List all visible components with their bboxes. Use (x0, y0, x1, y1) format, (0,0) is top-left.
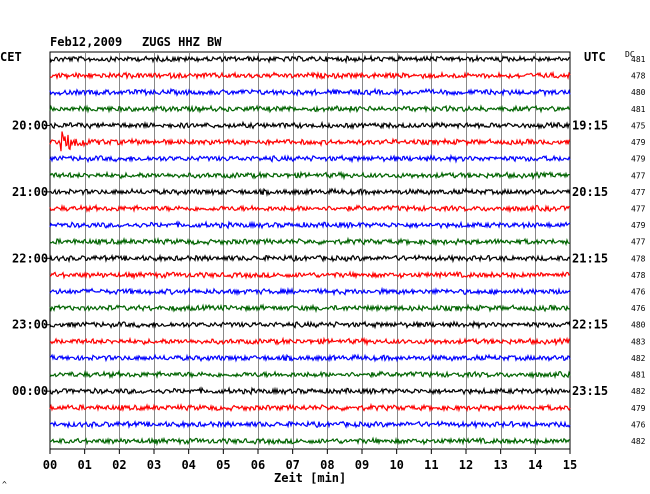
right-hour-label: 20:15 (572, 185, 608, 199)
x-tick-label: 13 (493, 458, 507, 472)
dc-offset-value: 483 (631, 337, 646, 346)
x-tick-label: 07 (285, 458, 299, 472)
x-tick-label: 12 (459, 458, 473, 472)
grid-lines (49, 51, 571, 450)
right-hour-labels: 19:15 20:15 21:15 22:15 23:15 (572, 118, 608, 398)
dc-offset-value: 477 (631, 171, 646, 180)
x-tick-label: 05 (216, 458, 230, 472)
right-hour-label: 23:15 (572, 384, 608, 398)
dc-offset-value: 479 (631, 221, 646, 230)
seismic-trace (49, 187, 571, 197)
trace-group (49, 54, 571, 447)
left-hour-label: 22:00 (12, 251, 48, 265)
seismic-trace (49, 70, 571, 81)
dc-offset-value: 478 (631, 271, 646, 280)
dc-offset-value: 482 (631, 437, 646, 446)
dc-offset-value: 477 (631, 188, 646, 197)
seismic-trace (49, 353, 571, 363)
seismic-trace (49, 369, 571, 380)
seismic-trace (49, 270, 571, 281)
dc-offset-value: 476 (631, 420, 646, 429)
left-hour-labels: 20:00 21:00 22:00 23:00 00:00 (12, 118, 50, 398)
seismic-trace (49, 319, 571, 330)
seismic-trace (49, 220, 571, 230)
seismic-trace (49, 386, 571, 396)
seismic-trace (49, 54, 571, 65)
left-hour-label: 00:00 (12, 384, 48, 398)
dc-offset-value: 482 (631, 354, 646, 363)
seismic-trace (49, 153, 571, 164)
seismic-trace (49, 336, 571, 347)
left-hour-label: 21:00 (12, 185, 48, 199)
left-hour-label: 20:00 (12, 118, 48, 132)
dc-offset-labels: 481 478 480 481 475 479 479 477 477 477 479 477 478 4… (631, 55, 646, 446)
dc-offset-value: 476 (631, 288, 646, 297)
seismic-trace (49, 104, 571, 114)
dc-offset-value: 478 (631, 72, 646, 81)
dc-offset-value: 480 (631, 88, 646, 97)
header-station: ZUGS HHZ BW (142, 35, 222, 49)
dc-offset-value: 477 (631, 238, 646, 247)
dc-offset-value: 482 (631, 387, 646, 396)
right-hour-label: 21:15 (572, 251, 608, 265)
dc-offset-value: 479 (631, 138, 646, 147)
x-axis-label: Zeit [min] (274, 471, 346, 485)
seismic-trace (49, 131, 571, 152)
x-tick-label: 04 (181, 458, 195, 472)
seismic-trace (49, 120, 570, 131)
dc-offset-value: 481 (631, 371, 646, 380)
x-tick-label: 08 (320, 458, 334, 472)
x-tick-label: 03 (147, 458, 161, 472)
dc-offset-value: 479 (631, 155, 646, 164)
x-tick-label: 10 (389, 458, 403, 472)
seismic-trace (49, 170, 571, 181)
x-axis: 00 01 02 03 04 05 06 07 08 09 10 11 12 13 14 15 (43, 449, 577, 472)
x-tick-label: 11 (424, 458, 438, 472)
dc-offset-value: 480 (631, 321, 646, 330)
x-tick-label: 09 (355, 458, 369, 472)
dc-offset-value: 476 (631, 304, 646, 313)
right-timezone-label: UTC (584, 50, 606, 64)
seismic-trace (49, 286, 571, 297)
dc-offset-value: 481 (631, 105, 646, 114)
seismic-trace (49, 236, 571, 247)
dc-offset-value: 477 (631, 204, 646, 213)
seismic-trace (49, 303, 571, 314)
dc-offset-value: 481 (631, 55, 646, 64)
plot-frame (49, 51, 571, 450)
dc-offset-value: 478 (631, 254, 646, 263)
seismic-trace (49, 87, 571, 98)
right-hour-label: 22:15 (572, 318, 608, 332)
seismic-trace (49, 253, 571, 264)
x-tick-label: 01 (77, 458, 91, 472)
seismic-trace (49, 419, 571, 430)
right-hour-label: 19:15 (572, 118, 608, 132)
seismic-trace (49, 402, 571, 413)
dc-header-label: DC (625, 50, 635, 59)
seismic-trace (49, 203, 571, 214)
dc-offset-value: 475 (631, 121, 646, 130)
header-date: Feb12,2009 (50, 35, 122, 49)
x-tick-label: 15 (563, 458, 577, 472)
x-tick-label: 02 (112, 458, 126, 472)
left-hour-label: 23:00 (12, 318, 48, 332)
dc-offset-value: 479 (631, 404, 646, 413)
x-tick-label: 14 (528, 458, 542, 472)
corner-mark: ^ (2, 480, 7, 489)
seismic-trace (49, 436, 571, 447)
left-timezone-label: CET (0, 50, 22, 64)
x-tick-label: 00 (43, 458, 57, 472)
x-tick-label: 06 (251, 458, 265, 472)
